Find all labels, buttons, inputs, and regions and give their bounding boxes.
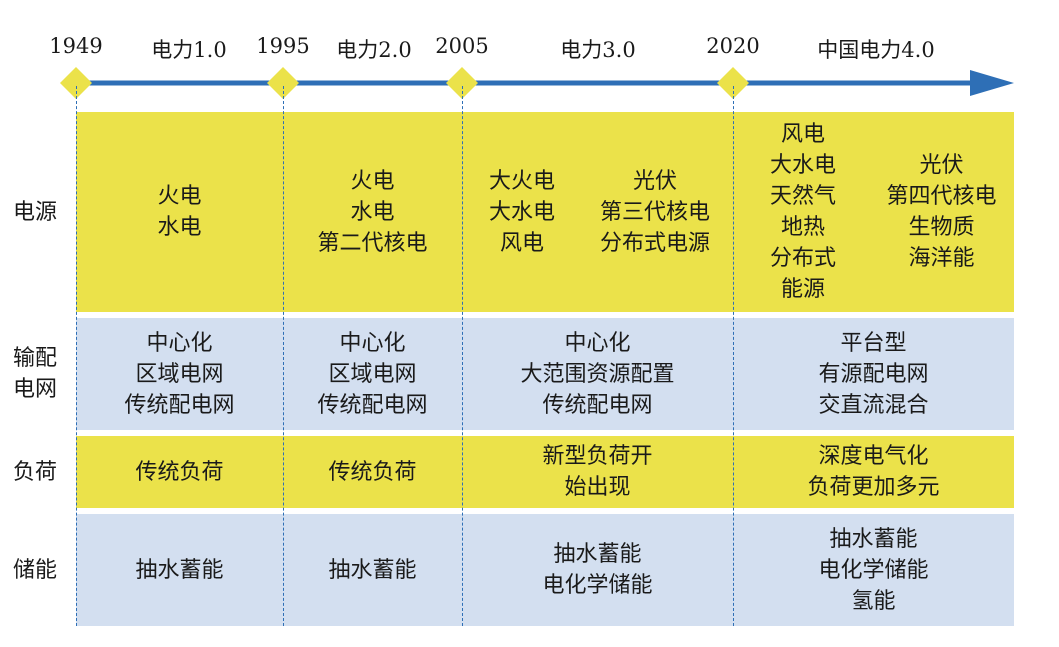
- year-label-2020: 2020: [706, 34, 760, 58]
- row-storage: 抽水蓄能 抽水蓄能 抽水蓄能 电化学储能 抽水蓄能 电化学储能 氢能: [76, 514, 1014, 626]
- year-label-1949: 1949: [49, 34, 103, 58]
- grid-era2: 中心化 区域电网 传统配电网: [317, 330, 428, 418]
- year-marker-1995: [267, 67, 299, 99]
- year-marker-2005: [446, 67, 478, 99]
- era-divider-2020: [733, 86, 734, 626]
- storage-era1: 抽水蓄能: [135, 557, 224, 583]
- power-source-era4-right: 光伏 第四代核电 生物质 海洋能: [886, 153, 997, 271]
- row-power-source: 火电 水电 火电 水电 第二代核电 大火电 大水电 风电 光伏 第三代核电 分布…: [76, 112, 1014, 312]
- storage-era4: 抽水蓄能 电化学储能 氢能: [818, 526, 929, 614]
- year-label-2005: 2005: [435, 34, 489, 58]
- power-source-era3-right: 光伏 第三代核电 分布式电源: [599, 168, 710, 256]
- row-label-power-source: 电源: [12, 199, 57, 225]
- power-source-era1: 火电 水电: [157, 184, 202, 240]
- row-label-storage: 储能: [12, 557, 57, 583]
- storage-era2: 抽水蓄能: [328, 557, 417, 583]
- grid-era1: 中心化 区域电网 传统配电网: [124, 330, 235, 418]
- axis-arrowhead-icon: [970, 70, 1014, 96]
- load-era4: 深度电气化 负荷更加多元: [807, 444, 940, 500]
- load-era1: 传统负荷: [135, 459, 224, 485]
- row-load: 传统负荷 传统负荷 新型负荷开 始出现 深度电气化 负荷更加多元: [76, 436, 1014, 508]
- era-divider-2005: [462, 86, 463, 626]
- era-label-2: 电力2.0: [336, 38, 412, 62]
- year-marker-1949: [60, 67, 92, 99]
- timeline-axis: [60, 67, 1014, 99]
- row-label-grid: 输配 电网: [12, 346, 57, 402]
- power-source-era4: 风电 大水电 天然气 地热 分布式 能源 光伏 第四代核电 生物质 海洋能: [733, 112, 1014, 312]
- grid-era4: 平台型 有源配电网 交直流混合: [818, 330, 929, 418]
- load-era3: 新型负荷开 始出现: [542, 444, 653, 500]
- era-divider-1995: [283, 86, 284, 626]
- power-source-era4-left: 风电 大水电 天然气 地热 分布式 能源: [769, 122, 836, 302]
- row-label-load: 负荷: [12, 459, 57, 485]
- row-grid: 中心化 区域电网 传统配电网 中心化 区域电网 传统配电网 中心化 大范围资源配…: [76, 318, 1014, 430]
- era-label-1: 电力1.0: [151, 38, 227, 62]
- year-marker-2020: [717, 67, 749, 99]
- power-source-era3-left: 大火电 大水电 风电: [488, 168, 555, 256]
- storage-era3: 抽水蓄能 电化学储能: [542, 542, 653, 598]
- timeline: 1949 1995 2005 2020 电力1.0 电力2.0 电力3.0 中国…: [0, 0, 1059, 110]
- era-label-4: 中国电力4.0: [817, 38, 935, 62]
- grid-era3: 中心化 大范围资源配置 传统配电网: [520, 330, 675, 418]
- power-source-era2: 火电 水电 第二代核电: [317, 168, 428, 256]
- load-era2: 传统负荷: [328, 459, 417, 485]
- year-label-1995: 1995: [256, 34, 310, 58]
- power-source-era3: 大火电 大水电 风电 光伏 第三代核电 分布式电源: [462, 112, 733, 312]
- era-divider-1949: [76, 86, 77, 626]
- era-label-3: 电力3.0: [560, 38, 636, 62]
